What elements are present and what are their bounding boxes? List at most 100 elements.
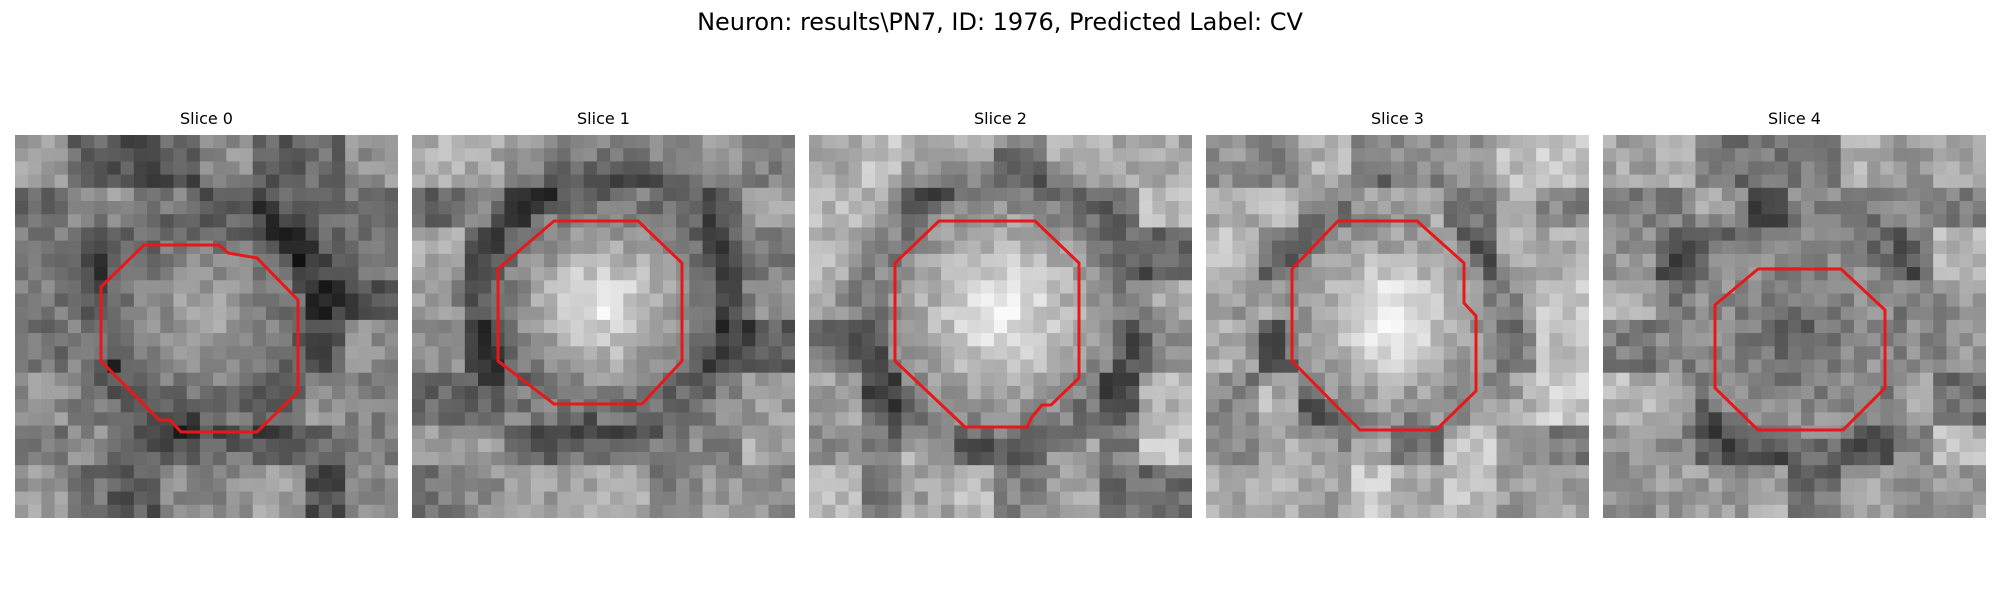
pixel xyxy=(728,412,743,427)
pixel xyxy=(1933,346,1947,361)
pixel xyxy=(662,359,677,374)
pixel xyxy=(1549,319,1564,334)
pixel xyxy=(371,412,386,427)
pixel xyxy=(1562,227,1577,242)
pixel xyxy=(768,385,783,400)
pixel xyxy=(1536,319,1550,334)
pixel xyxy=(464,227,479,242)
pixel xyxy=(1616,504,1631,518)
pixel xyxy=(623,148,638,163)
pixel xyxy=(901,504,916,518)
pixel xyxy=(1655,214,1670,229)
pixel xyxy=(861,148,876,163)
pixel xyxy=(1562,465,1577,479)
pixel xyxy=(768,359,783,374)
pixel xyxy=(345,385,359,400)
pixel xyxy=(1549,333,1564,347)
pixel xyxy=(1575,227,1589,242)
pixel xyxy=(861,174,876,189)
pixel xyxy=(781,491,795,506)
pixel xyxy=(1417,293,1432,308)
pixel xyxy=(835,280,850,295)
pixel xyxy=(371,478,386,493)
pixel xyxy=(941,227,955,242)
pixel xyxy=(1682,174,1697,189)
pixel xyxy=(1311,465,1326,479)
pixel xyxy=(557,319,572,334)
pixel xyxy=(967,412,982,427)
pixel xyxy=(1086,293,1101,308)
pixel xyxy=(318,161,333,176)
pixel xyxy=(1603,399,1617,413)
pixel xyxy=(1272,451,1286,466)
pixel xyxy=(345,438,359,453)
pixel xyxy=(384,425,398,440)
pixel xyxy=(54,201,69,215)
pixel xyxy=(1377,346,1392,361)
pixel xyxy=(1893,504,1908,518)
pixel xyxy=(1311,491,1326,506)
pixel xyxy=(570,399,585,413)
pixel xyxy=(1748,319,1763,334)
pixel xyxy=(1801,214,1815,229)
pixel xyxy=(1919,319,1934,334)
pixel xyxy=(504,399,519,413)
pixel xyxy=(41,333,56,347)
pixel xyxy=(1655,306,1670,321)
pixel xyxy=(1496,491,1511,506)
pixel xyxy=(1616,465,1631,479)
pixel xyxy=(715,504,730,518)
pixel xyxy=(425,491,440,506)
pixel xyxy=(1112,412,1127,427)
pixel xyxy=(504,201,519,215)
pixel xyxy=(1906,504,1921,518)
pixel xyxy=(1046,465,1061,479)
pixel xyxy=(1456,385,1471,400)
pixel xyxy=(1575,504,1589,518)
pixel xyxy=(54,425,69,440)
pixel xyxy=(649,346,664,361)
pixel xyxy=(676,174,690,189)
pixel xyxy=(54,187,69,202)
pixel xyxy=(596,148,611,163)
pixel xyxy=(1959,267,1974,281)
pixel xyxy=(888,451,903,466)
pixel xyxy=(1787,504,1802,518)
pixel xyxy=(28,267,43,281)
pixel xyxy=(848,267,863,281)
pixel xyxy=(107,174,122,189)
pixel xyxy=(1906,412,1921,427)
pixel xyxy=(1814,293,1829,308)
pixel xyxy=(1298,465,1313,479)
pixel xyxy=(451,425,466,440)
pixel xyxy=(213,135,227,149)
pixel xyxy=(54,161,69,176)
pixel xyxy=(768,267,783,281)
pixel xyxy=(1285,240,1300,255)
pixel xyxy=(1575,201,1589,215)
pixel xyxy=(676,253,690,268)
pixel xyxy=(504,346,519,361)
pixel xyxy=(1139,187,1153,202)
pixel xyxy=(1020,306,1035,321)
pixel xyxy=(636,491,651,506)
pixel xyxy=(1139,306,1153,321)
pixel xyxy=(1152,346,1167,361)
pixel xyxy=(1311,135,1326,149)
pixel xyxy=(1364,425,1379,440)
pixel xyxy=(1853,135,1868,149)
pixel xyxy=(1073,135,1087,149)
pixel xyxy=(1258,465,1273,479)
pixel xyxy=(239,161,254,176)
pixel xyxy=(557,201,572,215)
pixel xyxy=(94,478,109,493)
pixel xyxy=(1020,465,1035,479)
pixel xyxy=(1245,359,1260,374)
pixel xyxy=(636,412,651,427)
pixel xyxy=(173,451,188,466)
pixel xyxy=(478,240,492,255)
pixel xyxy=(412,161,426,176)
pixel xyxy=(875,504,889,518)
pixel xyxy=(676,385,690,400)
pixel xyxy=(1007,187,1021,202)
